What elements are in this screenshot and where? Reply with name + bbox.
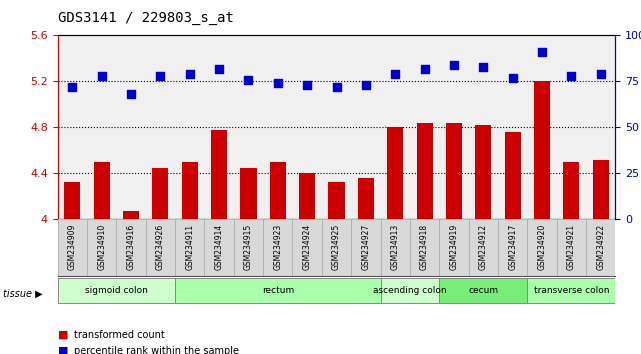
FancyBboxPatch shape: [58, 278, 175, 303]
Text: GSM234911: GSM234911: [185, 224, 194, 270]
Text: ■: ■: [58, 330, 68, 340]
FancyBboxPatch shape: [498, 219, 528, 276]
Text: GDS3141 / 229803_s_at: GDS3141 / 229803_s_at: [58, 11, 233, 25]
Text: GSM234909: GSM234909: [68, 224, 77, 270]
FancyBboxPatch shape: [586, 219, 615, 276]
Point: [244, 77, 254, 82]
FancyBboxPatch shape: [117, 219, 146, 276]
Point: [449, 62, 459, 68]
Point: [361, 82, 371, 88]
FancyBboxPatch shape: [410, 219, 439, 276]
Text: transverse colon: transverse colon: [533, 286, 609, 295]
Point: [214, 66, 224, 72]
Text: GSM234927: GSM234927: [362, 224, 370, 270]
Text: GSM234915: GSM234915: [244, 224, 253, 270]
Bar: [123, 211, 139, 354]
FancyBboxPatch shape: [439, 278, 528, 303]
Bar: [153, 168, 169, 354]
Text: GSM234913: GSM234913: [391, 224, 400, 270]
FancyBboxPatch shape: [87, 219, 117, 276]
FancyBboxPatch shape: [292, 219, 322, 276]
Point: [537, 49, 547, 55]
Bar: [534, 81, 550, 354]
Point: [272, 80, 283, 86]
FancyBboxPatch shape: [175, 278, 381, 303]
Bar: [387, 127, 403, 354]
Point: [419, 66, 429, 72]
Bar: [211, 130, 227, 354]
Text: GSM234910: GSM234910: [97, 224, 106, 270]
FancyBboxPatch shape: [263, 219, 292, 276]
Point: [508, 75, 518, 81]
Text: GSM234924: GSM234924: [303, 224, 312, 270]
Text: GSM234912: GSM234912: [479, 224, 488, 270]
Point: [97, 73, 107, 79]
Bar: [94, 162, 110, 354]
Text: rectum: rectum: [262, 286, 294, 295]
FancyBboxPatch shape: [234, 219, 263, 276]
FancyBboxPatch shape: [351, 219, 381, 276]
Text: tissue ▶: tissue ▶: [3, 289, 43, 299]
Text: GSM234921: GSM234921: [567, 224, 576, 270]
Bar: [64, 182, 80, 354]
Text: GSM234925: GSM234925: [332, 224, 341, 270]
FancyBboxPatch shape: [322, 219, 351, 276]
Bar: [240, 168, 256, 354]
Bar: [358, 178, 374, 354]
Text: GSM234918: GSM234918: [420, 224, 429, 270]
FancyBboxPatch shape: [146, 219, 175, 276]
FancyBboxPatch shape: [469, 219, 498, 276]
Text: sigmoid colon: sigmoid colon: [85, 286, 148, 295]
Point: [126, 91, 136, 97]
Text: ascending colon: ascending colon: [373, 286, 447, 295]
Text: GSM234922: GSM234922: [596, 224, 605, 270]
FancyBboxPatch shape: [439, 219, 469, 276]
Bar: [328, 182, 345, 354]
Point: [67, 84, 78, 90]
Text: GSM234926: GSM234926: [156, 224, 165, 270]
FancyBboxPatch shape: [381, 278, 439, 303]
Point: [595, 71, 606, 77]
Bar: [270, 162, 286, 354]
Point: [390, 71, 401, 77]
Bar: [181, 162, 198, 354]
Point: [155, 73, 165, 79]
Point: [566, 73, 576, 79]
Point: [185, 71, 195, 77]
FancyBboxPatch shape: [556, 219, 586, 276]
Bar: [299, 173, 315, 354]
Bar: [417, 123, 433, 354]
Text: GSM234917: GSM234917: [508, 224, 517, 270]
FancyBboxPatch shape: [528, 219, 556, 276]
Bar: [563, 162, 579, 354]
Text: percentile rank within the sample: percentile rank within the sample: [74, 346, 238, 354]
Text: GSM234916: GSM234916: [126, 224, 135, 270]
Bar: [475, 125, 492, 354]
Bar: [446, 123, 462, 354]
FancyBboxPatch shape: [381, 219, 410, 276]
FancyBboxPatch shape: [204, 219, 234, 276]
FancyBboxPatch shape: [175, 219, 204, 276]
Point: [331, 84, 342, 90]
Text: ■: ■: [58, 346, 68, 354]
Text: GSM234919: GSM234919: [449, 224, 458, 270]
FancyBboxPatch shape: [528, 278, 615, 303]
Point: [302, 82, 312, 88]
Text: GSM234920: GSM234920: [538, 224, 547, 270]
Bar: [593, 160, 609, 354]
Point: [478, 64, 488, 69]
Bar: [504, 132, 520, 354]
FancyBboxPatch shape: [58, 219, 87, 276]
Text: GSM234923: GSM234923: [273, 224, 282, 270]
Text: cecum: cecum: [468, 286, 498, 295]
Text: transformed count: transformed count: [74, 330, 165, 340]
Text: GSM234914: GSM234914: [215, 224, 224, 270]
